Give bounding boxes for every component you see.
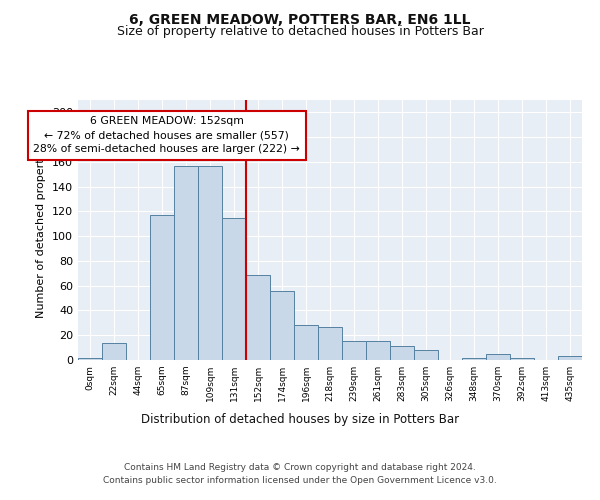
Bar [174,166,198,360]
Bar [390,346,414,360]
Bar [150,215,174,360]
Bar [222,218,246,360]
Bar [510,358,534,360]
Bar [294,326,318,360]
Text: 6 GREEN MEADOW: 152sqm
← 72% of detached houses are smaller (557)
28% of semi-de: 6 GREEN MEADOW: 152sqm ← 72% of detached… [34,116,300,154]
Text: 6, GREEN MEADOW, POTTERS BAR, EN6 1LL: 6, GREEN MEADOW, POTTERS BAR, EN6 1LL [129,12,471,26]
Bar [198,166,222,360]
Bar [462,358,486,360]
Bar [78,358,102,360]
Bar [366,342,390,360]
Bar [558,356,582,360]
Bar [318,326,342,360]
Text: Size of property relative to detached houses in Potters Bar: Size of property relative to detached ho… [116,25,484,38]
Text: Contains HM Land Registry data © Crown copyright and database right 2024.
Contai: Contains HM Land Registry data © Crown c… [103,462,497,484]
Y-axis label: Number of detached properties: Number of detached properties [37,142,46,318]
Bar [246,274,270,360]
Text: Distribution of detached houses by size in Potters Bar: Distribution of detached houses by size … [141,412,459,426]
Bar [414,350,438,360]
Bar [342,342,366,360]
Bar [102,342,126,360]
Bar [270,290,294,360]
Bar [486,354,510,360]
